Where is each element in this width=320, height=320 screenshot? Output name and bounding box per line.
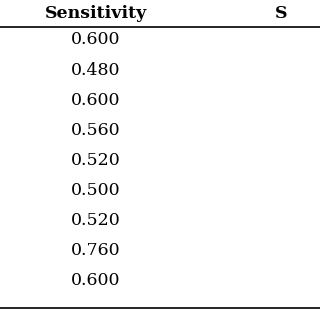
Text: 0.500: 0.500 bbox=[71, 182, 121, 199]
Text: 0.760: 0.760 bbox=[71, 242, 121, 259]
Text: Sensitivity: Sensitivity bbox=[45, 5, 147, 22]
Text: 0.480: 0.480 bbox=[71, 61, 121, 79]
Text: 0.560: 0.560 bbox=[71, 122, 121, 139]
Text: 0.600: 0.600 bbox=[71, 31, 121, 49]
Text: 0.520: 0.520 bbox=[71, 212, 121, 229]
Text: 0.600: 0.600 bbox=[71, 272, 121, 289]
Text: 0.600: 0.600 bbox=[71, 92, 121, 109]
Text: S: S bbox=[275, 5, 288, 22]
Text: 0.520: 0.520 bbox=[71, 152, 121, 169]
